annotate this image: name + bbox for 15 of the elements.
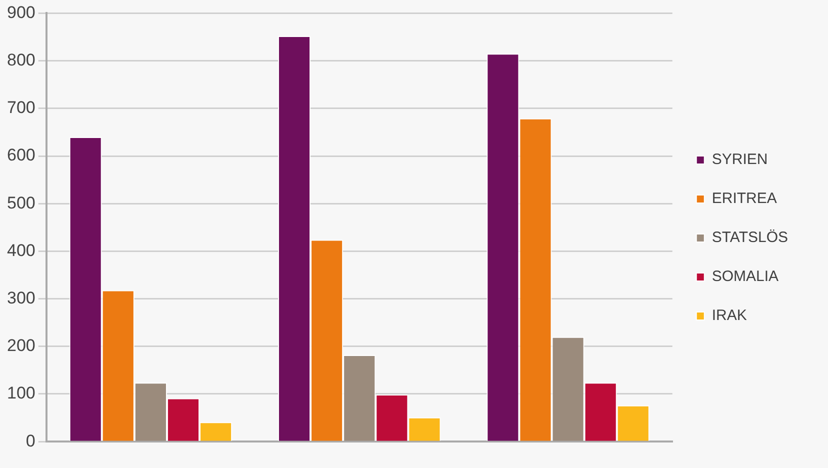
y-tick-label: 200 xyxy=(6,336,36,356)
legend-label: STATSLÖS xyxy=(712,229,788,246)
y-tick-label: 900 xyxy=(6,2,36,22)
y-tick-label: 800 xyxy=(6,50,36,70)
legend-label: SOMALIA xyxy=(712,268,779,286)
legend-label: SYRIEN xyxy=(712,151,768,168)
legend-label: IRAK xyxy=(712,307,747,324)
legend-label: ERITREA xyxy=(712,190,777,208)
y-tick-label: 600 xyxy=(6,146,36,165)
y-tick-label: 100 xyxy=(6,384,36,403)
y-tick-label: 400 xyxy=(6,240,36,260)
y-tick-label: 300 xyxy=(6,288,36,308)
y-tick-label: 700 xyxy=(6,98,36,118)
y-tick-label: 500 xyxy=(6,193,36,212)
y-tick-label: 0 xyxy=(26,431,36,450)
